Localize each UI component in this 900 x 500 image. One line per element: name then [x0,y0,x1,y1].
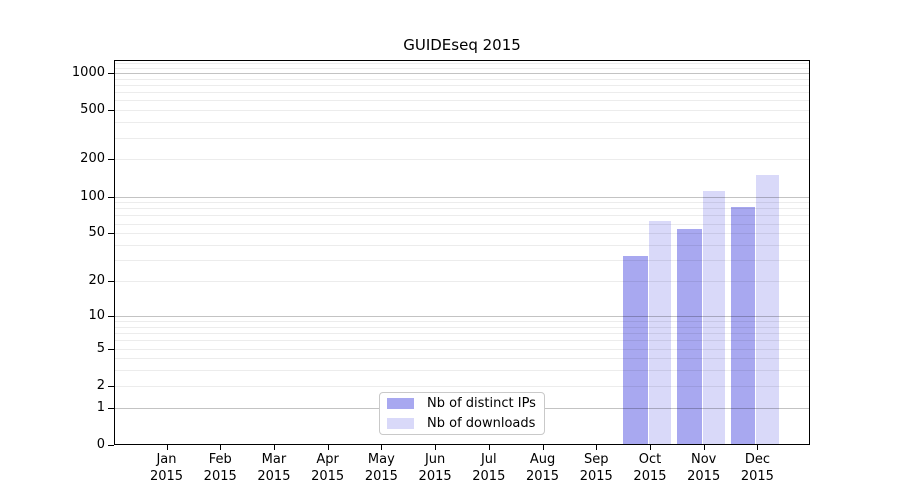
y-tickmark-5 [108,349,114,350]
x-tick-label-may: May 2015 [364,452,398,484]
y-tick-label-2: 2 [96,377,105,393]
y-tickmark-50 [108,233,114,234]
x-tickmark-aug [543,445,544,450]
x-tickmark-jun [435,445,436,450]
y-tick-label-5: 5 [96,340,105,356]
x-tick-label-oct: Oct 2015 [633,452,667,484]
y-tick-label-1: 1 [96,399,105,415]
legend-entry-downloads: Nb of downloads [387,415,544,432]
y-tickmark-0 [108,445,114,446]
y-tickmark-1000 [108,73,114,74]
plot-area [114,60,810,445]
bar-downloads-dec [756,175,779,444]
x-tickmark-jan [167,445,168,450]
bar-distinct-ips-dec [730,206,756,444]
y-tick-label-100: 100 [80,188,105,204]
bar-distinct-ips-oct [623,255,648,444]
y-tickmark-10 [108,316,114,317]
x-tick-label-jul: Jul 2015 [472,452,506,484]
y-tickmark-20 [108,281,114,282]
x-tick-label-jun: Jun 2015 [418,452,452,484]
legend-label-downloads: Nb of downloads [427,416,536,431]
x-tick-label-aug: Aug 2015 [525,452,560,484]
y-tickmark-200 [108,159,114,160]
y-tick-label-200: 200 [80,151,105,167]
y-tick-label-10: 10 [88,307,105,323]
bar-downloads-oct [648,220,672,444]
x-tickmark-dec [757,445,758,450]
x-tickmark-mar [274,445,275,450]
chart-title: GUIDEseq 2015 [403,36,521,54]
legend-entry-distinct-ips: Nb of distinct IPs [387,395,544,412]
y-tickmark-500 [108,110,114,111]
y-tick-label-1000: 1000 [71,65,105,80]
bar-downloads-nov [702,191,726,444]
y-tick-label-50: 50 [88,225,105,241]
x-tick-label-feb: Feb 2015 [203,452,237,484]
x-tickmark-feb [220,445,221,450]
y-tickmark-1 [108,408,114,409]
legend-swatch-downloads [387,418,414,429]
legend-label-distinct-ips: Nb of distinct IPs [427,396,536,411]
x-tick-label-apr: Apr 2015 [311,452,345,484]
y-tick-label-0: 0 [96,437,105,452]
x-tickmark-jul [489,445,490,450]
y-tick-label-20: 20 [88,273,105,289]
x-tickmark-may [381,445,382,450]
x-tickmark-nov [704,445,705,450]
x-tick-label-dec: Dec 2015 [740,452,774,484]
y-tickmark-2 [108,386,114,387]
x-tick-label-nov: Nov 2015 [687,452,721,484]
x-tick-label-jan: Jan 2015 [149,452,184,484]
y-tick-label-500: 500 [80,102,105,118]
x-tickmark-oct [650,445,651,450]
x-tickmark-apr [328,445,329,450]
x-tick-label-mar: Mar 2015 [257,452,291,484]
x-tick-label-sep: Sep 2015 [579,452,613,484]
y-tickmark-100 [108,197,114,198]
bar-distinct-ips-nov [677,229,702,444]
legend: Nb of distinct IPs Nb of downloads [379,392,545,435]
bars-layer [115,61,809,444]
legend-swatch-distinct-ips [387,398,414,409]
x-tickmark-sep [596,445,597,450]
